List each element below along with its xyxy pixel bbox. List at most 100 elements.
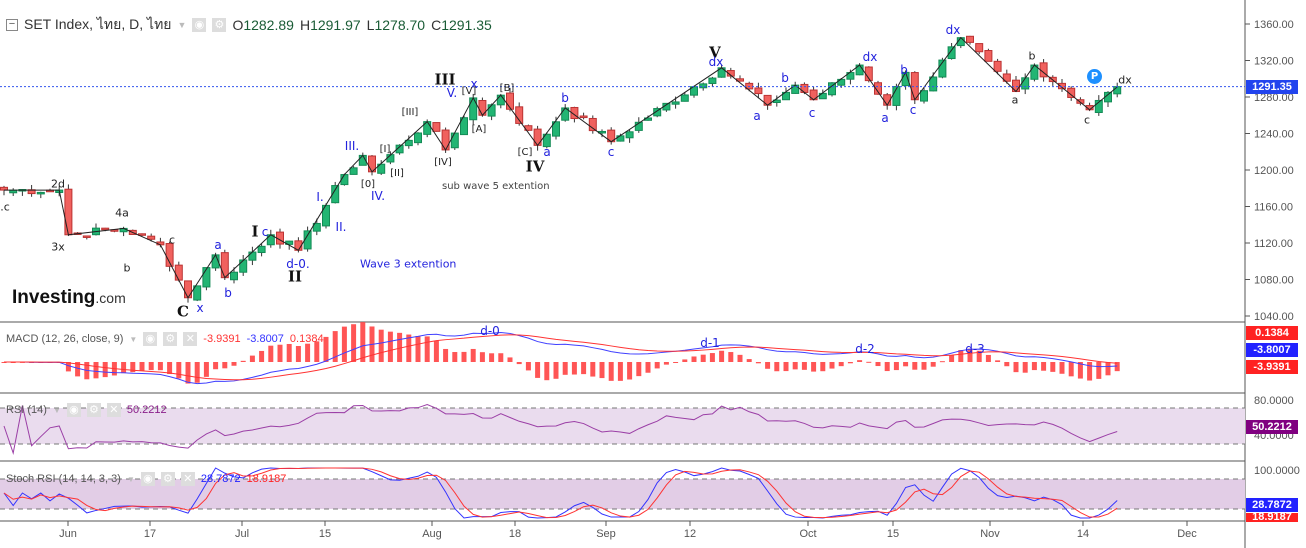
macd-histogram-bar [295,346,301,362]
candle-up [450,132,459,149]
candle-down [984,50,993,62]
macd-histogram-bar [1013,362,1019,373]
macd-histogram-bar [176,362,182,379]
rsi-legend: RSI (14) ▼ ◉ ⚙ ✕ 50.2212 [6,403,167,417]
candle-down [1002,73,1011,82]
wave-label: IV [525,157,545,176]
macd-histogram-bar [581,362,587,375]
macd-histogram-bar [838,362,844,367]
close-icon[interactable]: ✕ [106,403,121,417]
candle-down [147,235,156,240]
macd-histogram-bar [424,336,430,362]
symbol-legend: − SET Index, ไทย, D, ไทย ▼ ◉ ⚙ O1282.89 H… [6,14,492,36]
time-tick-label: Nov [980,528,1000,540]
stoch-legend: Stoch RSI (14, 14, 3, 3) ▼ ◉ ⚙ ✕ 28.7872 18… [6,472,286,486]
macd-histogram-bar [415,335,421,362]
macd-histogram-bar [360,322,366,362]
candle-up [938,59,947,78]
candle-down [174,264,183,281]
wave-label: II. [335,220,347,234]
wave-label: c [261,225,269,239]
candle-up [193,285,202,301]
wave-label: I. [316,190,324,204]
macd-histogram-bar [847,362,853,364]
macd-histogram-bar [737,354,743,362]
candle-up [680,94,689,102]
wave-label: dx [945,23,961,37]
candle-down [220,252,229,279]
stoch-d-line [3,467,1118,519]
candle-up [303,230,312,250]
chevron-down-icon[interactable]: ▼ [177,20,187,30]
macd-histogram-bar [489,353,495,362]
macd-histogram-bar [277,344,283,362]
macd-histogram-bar [1096,362,1102,379]
macd-histogram-bar [452,352,458,362]
p-badge[interactable]: P [1087,69,1102,84]
macd-histogram-bar [553,362,559,379]
gear-icon[interactable]: ⚙ [163,332,178,346]
wave-label: [0] [360,179,376,190]
close-icon[interactable]: ✕ [183,332,198,346]
gear-icon[interactable]: ⚙ [212,18,227,32]
candle-up [920,90,928,102]
eye-icon[interactable]: ◉ [66,403,81,417]
wave-label: b [224,286,232,300]
candle-up [36,191,45,195]
collapse-icon[interactable]: − [6,19,18,31]
chevron-down-icon[interactable]: ▼ [52,405,61,415]
macd-histogram-bar [617,362,623,381]
macd-hist-value: -3.9391 [203,333,241,345]
macd-title[interactable]: MACD (12, 26, close, 9) [6,333,124,345]
chevron-down-icon[interactable]: ▼ [126,474,135,484]
macd-histogram-bar [470,348,476,362]
gear-icon[interactable]: ⚙ [160,472,175,486]
macd-histogram-bar [691,356,697,362]
wave-label: sub wave 5 extention [442,181,550,192]
macd-signal-tag: 0.1384 [1246,326,1298,340]
candle-up [947,46,956,60]
wave-label: [C] [517,147,533,158]
symbol-title[interactable]: SET Index, ไทย, D, ไทย [24,16,172,32]
macd-histogram-bar [286,343,292,362]
macd-histogram-bar [1031,362,1037,371]
eye-icon[interactable]: ◉ [140,472,155,486]
price-tick-label: 1040.00 [1254,311,1294,323]
stoch-d-tag: 18.9187 [1246,513,1298,522]
rsi-tag: 50.2212 [1246,420,1298,434]
macd-histogram-bar [755,362,761,364]
macd-legend: MACD (12, 26, close, 9) ▼ ◉ ⚙ ✕ -3.9391 -3.… [6,332,324,346]
stoch-title[interactable]: Stoch RSI (14, 14, 3, 3) [6,473,121,485]
close-icon[interactable]: ✕ [180,472,195,486]
gear-icon[interactable]: ⚙ [86,403,101,417]
wave-label: 3x [51,240,65,254]
candle-up [230,271,238,281]
candle-up [487,104,496,117]
candle-down [966,35,974,43]
macd-tag: -3.8007 [1246,343,1298,357]
candle-down [993,60,1002,72]
macd-histogram-bar [314,341,320,362]
macd-histogram-bar [525,362,531,371]
candle-up [671,101,680,105]
eye-icon[interactable]: ◉ [143,332,158,346]
macd-histogram-bar [1050,362,1056,372]
eye-icon[interactable]: ◉ [192,18,207,32]
candle-down [726,70,735,77]
chevron-down-icon[interactable]: ▼ [129,334,138,344]
candle-down [64,188,73,236]
high-value: 1291.97 [310,17,361,33]
macd-histogram-bar [1041,362,1047,371]
wave-label: V. [446,86,458,100]
rsi-title[interactable]: RSI (14) [6,404,47,416]
candle-down [82,235,91,238]
candle-up [414,132,422,144]
macd-histogram-bar [194,362,200,383]
price-tick-label: 1080.00 [1254,275,1294,287]
wave-label: III [434,70,456,89]
wave-label: [B] [499,83,515,94]
macd-histogram-bar [461,351,467,362]
macd-value: -3.8007 [246,333,284,345]
